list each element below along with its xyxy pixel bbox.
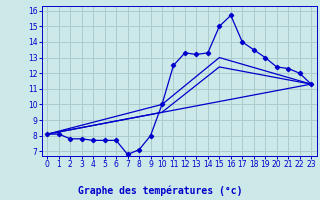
Text: Graphe des températures (°c): Graphe des températures (°c) [78,186,242,196]
